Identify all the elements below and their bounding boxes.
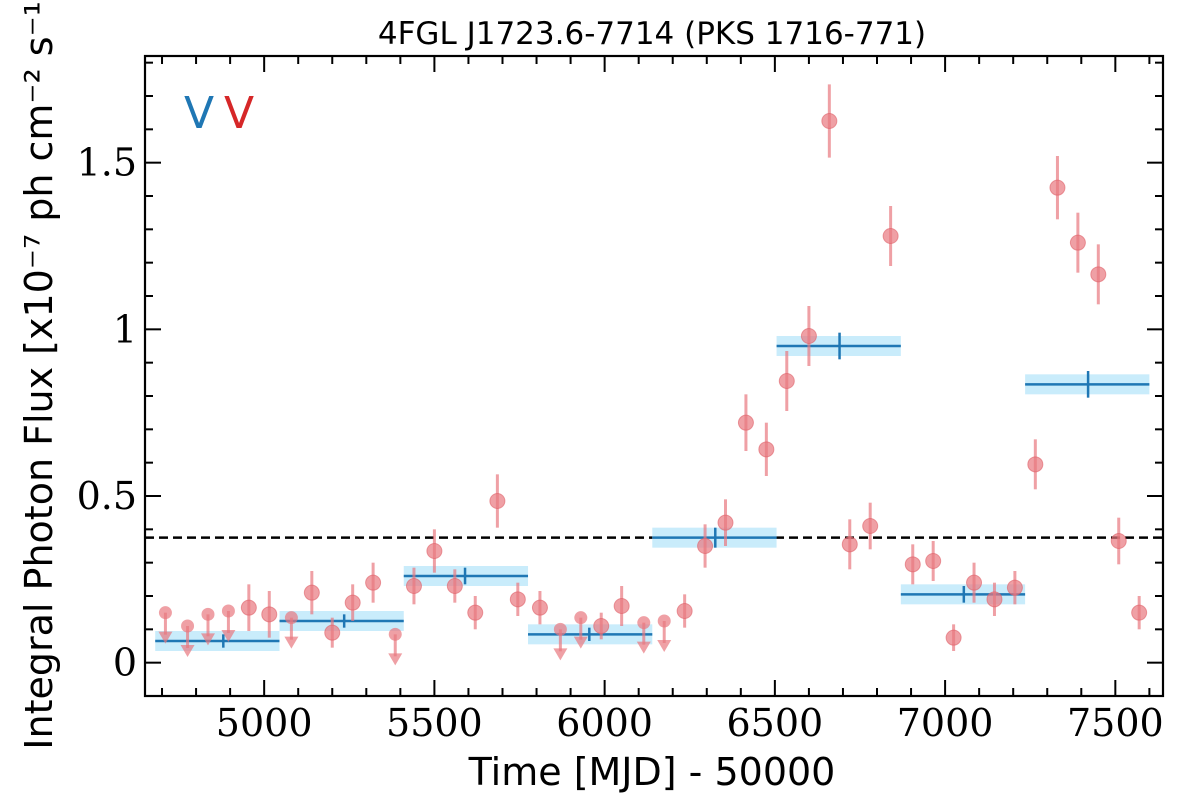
upper-limit-arrow-23 [636, 641, 651, 654]
data-point-18 [531, 599, 548, 616]
upper-limit-arrow-19 [553, 648, 568, 661]
upper-limit-arrow-3 [221, 630, 236, 642]
upper-limit-arrow-0 [158, 631, 173, 644]
data-point-32 [821, 113, 838, 129]
upper-limit-arrow-20 [573, 636, 588, 649]
data-point-16 [489, 493, 506, 509]
data-point-34 [862, 518, 879, 534]
upper-limit-arrow-2 [200, 633, 215, 646]
data-point-38 [945, 629, 962, 646]
data-point-43 [1049, 179, 1066, 196]
y-axis-label: Integral Photon Flux [x10⁻⁷ ph cm⁻² s⁻¹] [17, 0, 61, 750]
upper-limit-point-11 [388, 627, 402, 641]
data-point-22 [613, 598, 630, 614]
x-tick-label-2: 6000 [556, 701, 653, 745]
data-point-5 [261, 606, 278, 623]
upper-limit-point-3 [221, 604, 235, 618]
y-tick-label-3: 1.5 [77, 141, 137, 185]
upper-limit-arrow-11 [388, 653, 403, 666]
data-point-39 [966, 574, 983, 591]
data-point-36 [904, 556, 921, 573]
data-point-31 [800, 328, 817, 344]
data-point-40 [986, 591, 1003, 608]
upper-limit-point-23 [637, 616, 651, 630]
upper-limit-point-19 [553, 622, 567, 636]
data-point-25 [676, 603, 693, 619]
data-point-45 [1090, 266, 1107, 283]
plot-frame [143, 54, 1165, 698]
y-tick-label-0: 0 [113, 641, 137, 685]
data-point-17 [509, 591, 526, 608]
x-tick-label-3: 6500 [727, 701, 824, 745]
legend-marker-0: V [184, 88, 214, 139]
x-tick-label-1: 5500 [386, 701, 483, 745]
upper-limit-arrow-1 [180, 645, 195, 657]
data-point-27 [717, 514, 734, 531]
data-point-7 [303, 584, 320, 601]
data-point-47 [1131, 604, 1148, 621]
data-point-30 [778, 373, 795, 389]
plot-area: 5000 5500 6000 6500 7000 7500 0 0.5 1 1.5 V V [77, 54, 1165, 745]
data-point-26 [697, 538, 714, 554]
upper-limit-arrow-24 [657, 640, 672, 652]
data-point-21 [593, 618, 610, 634]
data-point-10 [365, 574, 382, 591]
y-tick-label-1: 0.5 [77, 474, 137, 518]
upper-limit-arrow-6 [284, 636, 299, 649]
x-tick-label-4: 7000 [897, 701, 994, 745]
data-point-29 [758, 441, 775, 458]
upper-limit-point-2 [201, 607, 215, 621]
upper-limit-point-20 [574, 611, 588, 625]
data-point-12 [405, 578, 422, 594]
data-point-41 [1006, 579, 1023, 596]
data-point-46 [1110, 533, 1127, 549]
upper-limit-point-6 [284, 611, 298, 625]
upper-limit-point-24 [657, 614, 671, 628]
data-point-33 [841, 536, 858, 553]
data-point-37 [925, 553, 942, 569]
x-axis-label: Time [MJD] - 50000 [468, 750, 836, 794]
upper-limit-point-0 [158, 606, 172, 620]
x-tick-label-0: 5000 [216, 701, 313, 745]
chart-title: 4FGL J1723.6-7714 (PKS 1716-771) [378, 16, 926, 52]
x-tick-label-5: 7500 [1067, 701, 1164, 745]
data-point-14 [446, 578, 463, 594]
data-point-9 [344, 594, 361, 611]
data-point-28 [737, 414, 754, 431]
data-point-13 [426, 543, 443, 559]
data-point-4 [240, 599, 257, 616]
y-tick-label-2: 1 [113, 307, 137, 351]
upper-limit-point-1 [181, 619, 195, 633]
legend-marker-1: V [224, 88, 254, 139]
data-point-44 [1069, 234, 1086, 251]
data-point-42 [1027, 456, 1044, 473]
data-point-8 [324, 624, 341, 641]
data-point-35 [882, 228, 899, 244]
data-point-15 [467, 604, 484, 621]
